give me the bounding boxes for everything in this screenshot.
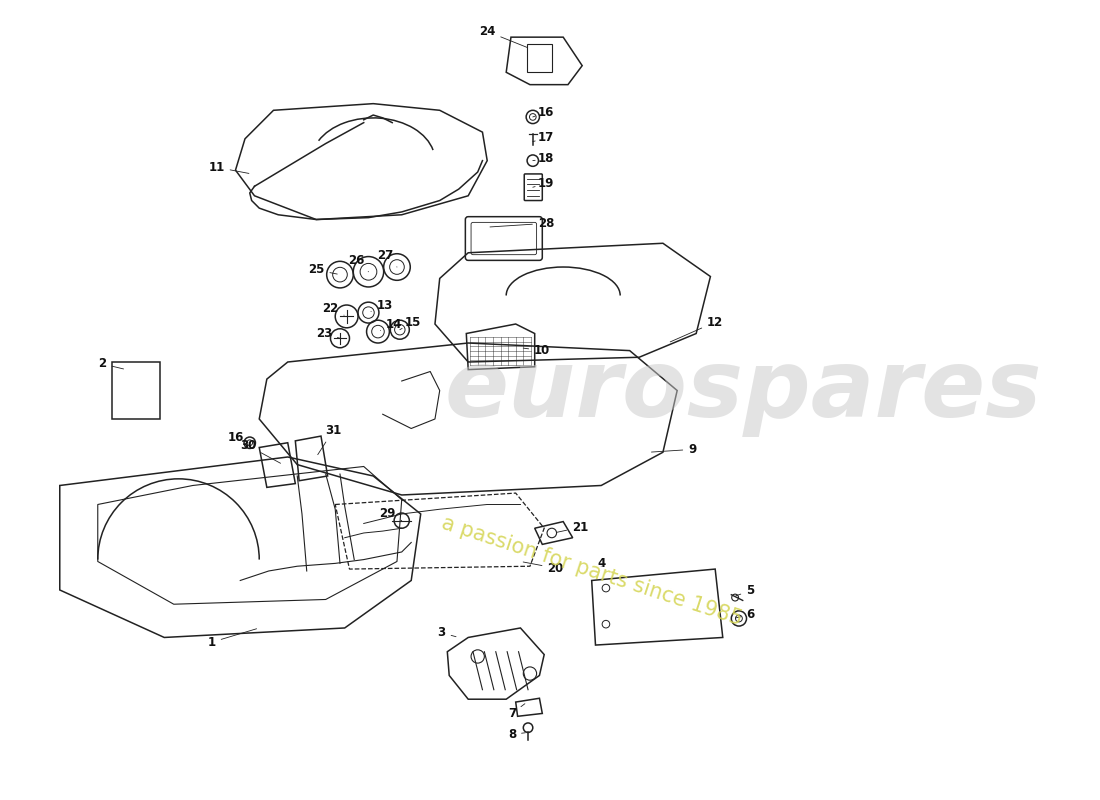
Text: a passion for parts since 1985: a passion for parts since 1985 [439,513,745,629]
Text: 28: 28 [490,217,554,230]
Text: 30: 30 [240,439,280,463]
Text: 14: 14 [381,318,403,330]
Text: 16: 16 [532,106,554,118]
Text: 10: 10 [524,344,550,357]
Text: 2: 2 [99,358,123,370]
Text: 4: 4 [597,557,605,570]
Text: 16: 16 [228,431,250,445]
Text: 19: 19 [532,177,554,190]
Text: 9: 9 [651,443,696,456]
Text: 8: 8 [508,728,526,741]
Text: 24: 24 [478,25,527,47]
Text: 11: 11 [208,161,249,174]
Text: 27: 27 [377,249,397,267]
Text: 23: 23 [316,327,340,340]
Text: 25: 25 [308,263,338,276]
Text: 3: 3 [438,626,456,639]
Text: 22: 22 [322,302,344,315]
Text: 5: 5 [736,585,755,598]
Text: 17: 17 [532,131,554,144]
Text: 12: 12 [670,316,724,342]
Text: 26: 26 [348,254,369,272]
Text: 31: 31 [318,424,341,454]
Text: 1: 1 [208,629,256,649]
Text: 13: 13 [371,298,393,311]
Text: 29: 29 [379,507,401,521]
Text: 6: 6 [736,608,755,621]
Text: 20: 20 [524,562,563,574]
Text: 18: 18 [532,152,554,166]
Text: 15: 15 [399,316,421,330]
Text: 7: 7 [508,704,525,720]
Text: 21: 21 [557,521,588,534]
Text: eurospares: eurospares [444,345,1043,437]
